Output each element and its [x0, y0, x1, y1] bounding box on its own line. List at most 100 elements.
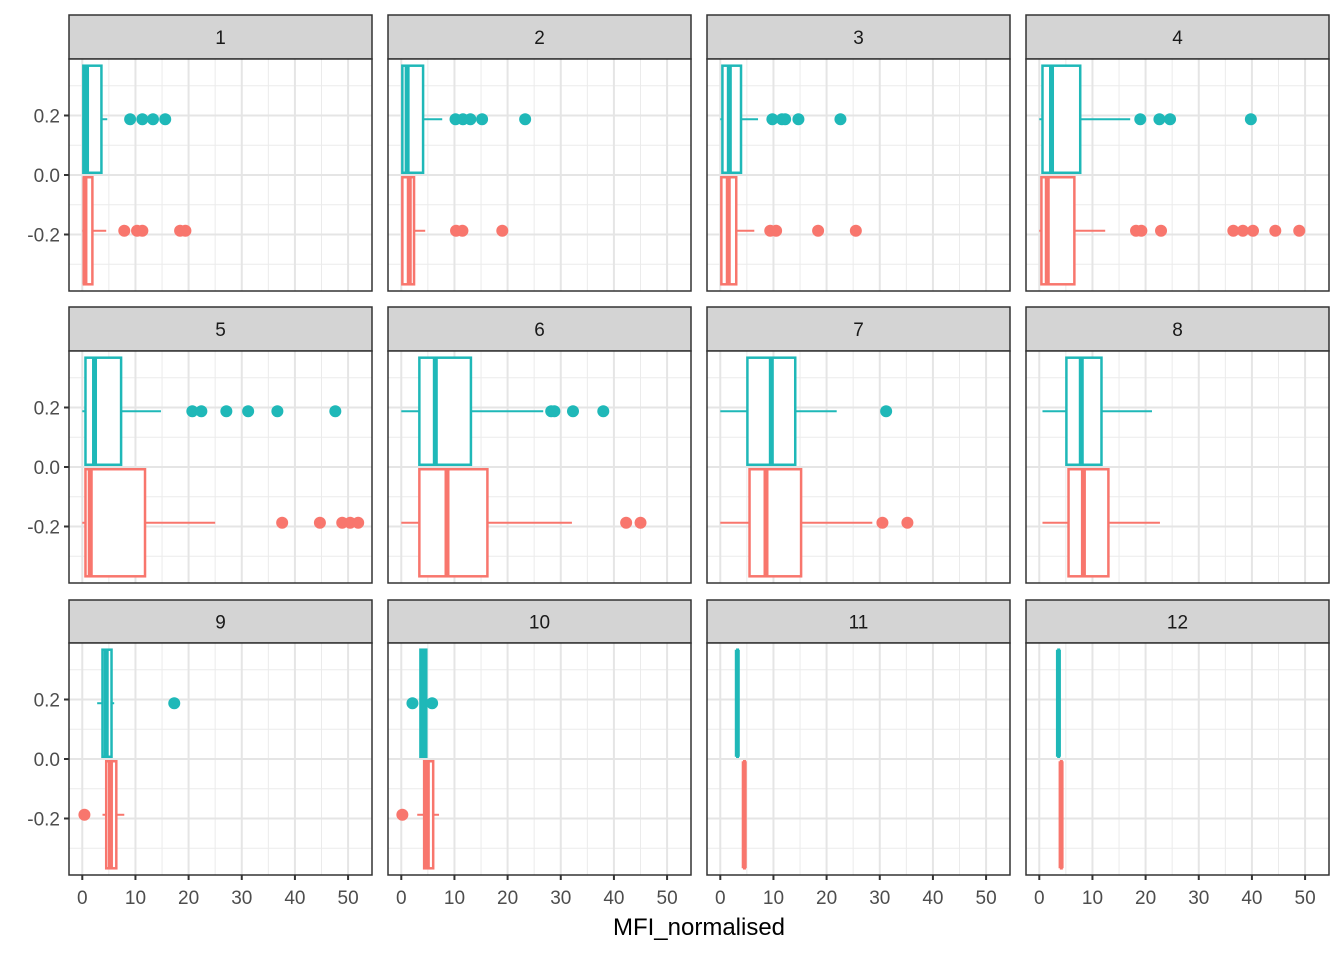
y-tick-label: 0.2	[34, 399, 60, 420]
outlier-point	[242, 405, 255, 418]
boxplot-red	[396, 759, 440, 870]
outlier-point	[770, 224, 783, 237]
outlier-point	[271, 405, 284, 418]
facet-strip-label: 6	[534, 320, 545, 341]
boxplot-teal	[97, 648, 181, 759]
outlier-point	[276, 516, 289, 529]
facet-strip	[387, 14, 692, 60]
facet-strip-label: 11	[849, 613, 869, 634]
outlier-point	[779, 113, 792, 126]
boxplot-red	[78, 759, 125, 870]
facet-panel-8: 8	[1025, 306, 1330, 584]
boxplot-red	[741, 759, 747, 870]
box-iqr	[84, 467, 147, 578]
outlier-point	[136, 224, 149, 237]
x-tick-label: 30	[869, 888, 890, 909]
boxplot-red	[82, 467, 365, 578]
facet-strip-label: 8	[1172, 320, 1183, 341]
outlier-point	[220, 405, 233, 418]
boxplot-teal	[406, 648, 439, 759]
x-tick-label: 50	[976, 888, 997, 909]
outlier-point	[812, 224, 825, 237]
outlier-point	[78, 808, 91, 821]
boxplot-teal	[82, 356, 342, 467]
outlier-point	[519, 113, 532, 126]
facet-strip-label: 3	[853, 28, 864, 49]
x-tick-label: 50	[1295, 888, 1316, 909]
facet-strip-label: 12	[1167, 613, 1188, 634]
y-tick-label: 0.0	[34, 458, 60, 479]
boxplot-teal	[401, 356, 610, 467]
y-tick-label: 0.0	[34, 750, 60, 771]
boxplot-red	[720, 175, 862, 286]
outlier-point	[548, 405, 561, 418]
facet-strip	[1025, 306, 1330, 352]
box-iqr	[418, 467, 489, 578]
boxplot-red	[1042, 467, 1160, 578]
outlier-point	[146, 113, 159, 126]
panel-border	[387, 350, 692, 584]
boxplot-red	[401, 175, 509, 286]
facet-panel-4: 4	[1025, 14, 1330, 292]
x-tick-label: 10	[444, 888, 465, 909]
outlier-point	[476, 113, 489, 126]
facet-panel-12: 12 0 10 20 30 40 50	[1025, 599, 1330, 909]
box-iqr	[84, 356, 123, 467]
outlier-point	[456, 224, 469, 237]
x-tick-label: 30	[231, 888, 252, 909]
facet-strip	[1025, 599, 1330, 644]
facet-strip	[1025, 14, 1330, 60]
y-tick-label: -0.2	[27, 517, 60, 538]
outlier-point	[186, 405, 199, 418]
outlier-point	[136, 113, 149, 126]
boxplot-teal	[720, 356, 893, 467]
outlier-point	[620, 516, 633, 529]
facet-strip-label: 9	[215, 613, 226, 634]
x-tick-label: 50	[338, 888, 359, 909]
outlier-point	[1244, 113, 1257, 126]
outlier-point	[396, 808, 409, 821]
x-tick-label: 20	[1135, 888, 1156, 909]
facet-strip	[68, 14, 373, 60]
x-axis-title: MFI_normalised	[612, 914, 786, 941]
x-tick-label: 20	[497, 888, 518, 909]
outlier-point	[1246, 224, 1259, 237]
x-tick-label: 0	[396, 888, 407, 909]
facet-strip-label: 5	[215, 320, 226, 341]
facet-strip	[706, 14, 1011, 60]
x-tick-label: 30	[1188, 888, 1209, 909]
facet-strip-label: 4	[1172, 28, 1183, 49]
facet-panel-5: 5 0.2 0.0 -0.2	[27, 306, 373, 584]
facet-panel-1: 1 0.2 0.0 -0.2	[27, 14, 373, 292]
boxplot-red	[720, 467, 914, 578]
panel-border	[1025, 642, 1330, 876]
outlier-point	[792, 113, 805, 126]
outlier-point	[876, 516, 889, 529]
x-tick-label: 40	[1241, 888, 1262, 909]
outlier-point	[834, 113, 847, 126]
outlier-point	[124, 113, 137, 126]
facet-strip	[387, 306, 692, 352]
outlier-point	[566, 405, 579, 418]
facet-panel-3: 3	[706, 14, 1011, 292]
x-tick-label: 10	[125, 888, 146, 909]
box-iqr	[1067, 467, 1110, 578]
facet-panel-7: 7	[706, 306, 1011, 584]
outlier-point	[766, 113, 779, 126]
x-tick-label: 40	[922, 888, 943, 909]
outlier-point	[179, 224, 192, 237]
x-tick-label: 50	[657, 888, 678, 909]
y-tick-label: 0.2	[34, 691, 60, 712]
outlier-point	[634, 516, 647, 529]
facet-panel-6: 6	[387, 306, 692, 584]
x-tick-label: 40	[284, 888, 305, 909]
boxplot-teal	[720, 64, 847, 175]
outlier-point	[1293, 224, 1306, 237]
outlier-point	[849, 224, 862, 237]
outlier-point	[426, 697, 439, 710]
outlier-point	[1155, 224, 1168, 237]
boxplot-red	[401, 467, 647, 578]
outlier-point	[597, 405, 610, 418]
x-tick-label: 0	[1034, 888, 1045, 909]
outlier-point	[1134, 113, 1147, 126]
